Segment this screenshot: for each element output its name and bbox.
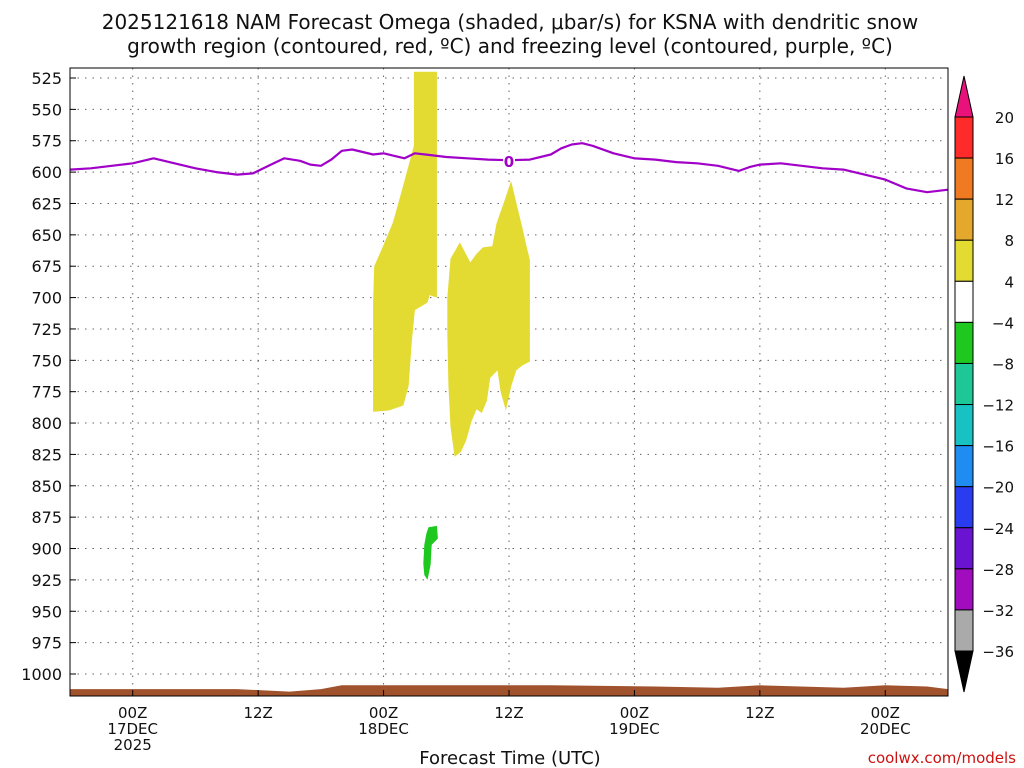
y-tick-label-550: 550 bbox=[31, 100, 62, 119]
colorbar-level-11: −24 bbox=[982, 520, 1014, 538]
y-tick-label-625: 625 bbox=[31, 194, 62, 213]
omega-shading bbox=[373, 71, 530, 580]
chart-title-line-2: growth region (contoured, red, ºC) and f… bbox=[127, 34, 893, 58]
x-tick-label-72-line-2: 20DEC bbox=[860, 720, 911, 738]
colorbar: 20 16 12 8 4 −4 −8 −12 −16 −20 −24 −28 −32 −36 bbox=[954, 75, 1014, 693]
x-tick-label-36-line-1: 12Z bbox=[494, 704, 523, 722]
freezing-level-label-bg bbox=[503, 152, 515, 169]
y-tick-label-825: 825 bbox=[31, 445, 62, 464]
y-tick-label-575: 575 bbox=[31, 132, 62, 151]
y-tick-label-1000: 1000 bbox=[21, 665, 62, 684]
y-tick-label-800: 800 bbox=[31, 414, 62, 433]
colorbar-level-7: −8 bbox=[992, 355, 1014, 373]
colorbar-level-6: −4 bbox=[992, 314, 1014, 332]
x-axis-label: Forecast Time (UTC) bbox=[419, 748, 600, 768]
x-tick-label-0-line-1: 00Z bbox=[118, 704, 147, 722]
colorbar-bin-5 bbox=[954, 280, 974, 323]
y-tick-label-975: 975 bbox=[31, 634, 62, 653]
y-tick-label-750: 750 bbox=[31, 351, 62, 370]
chart-title-line-1: 2025121618 NAM Forecast Omega (shaded, μ… bbox=[102, 10, 919, 34]
colorbar-level-3: 12 bbox=[995, 191, 1014, 209]
colorbar-bin-3 bbox=[954, 198, 974, 241]
y-tick-label-950: 950 bbox=[31, 602, 62, 621]
freezing-level-line bbox=[69, 142, 949, 194]
y-tick-label-700: 700 bbox=[31, 289, 62, 308]
colorbar-bin-4 bbox=[954, 239, 974, 282]
colorbar-level-12: −28 bbox=[982, 561, 1014, 579]
y-tick-label-900: 900 bbox=[31, 540, 62, 559]
y-tick-label-675: 675 bbox=[31, 257, 62, 276]
colorbar-bin-9 bbox=[954, 445, 974, 488]
y-tick-label-600: 600 bbox=[31, 163, 62, 182]
x-tick-label-0-line-2: 17DEC bbox=[107, 720, 158, 738]
chart-title: 2025121618 NAM Forecast Omega (shaded, μ… bbox=[102, 10, 919, 58]
y-axis-ticks: 525 550 575 600 625 650 675 700 725 750 775 800 825 8… bbox=[21, 69, 76, 684]
plot-frame bbox=[69, 67, 949, 697]
y-tick-label-525: 525 bbox=[31, 69, 62, 88]
x-tick-label-48-line-1: 00Z bbox=[620, 704, 649, 722]
colorbar-level-9: −16 bbox=[982, 438, 1014, 456]
y-tick-label-925: 925 bbox=[31, 571, 62, 590]
x-tick-label-72-line-1: 00Z bbox=[871, 704, 900, 722]
y-tick-label-850: 850 bbox=[31, 477, 62, 496]
colorbar-bin-11 bbox=[954, 527, 974, 570]
colorbar-level-2: 16 bbox=[995, 150, 1014, 168]
freezing-level-layer: 0 bbox=[69, 142, 949, 194]
omega-region-1 bbox=[373, 71, 437, 412]
colorbar-level-5: 4 bbox=[1004, 273, 1014, 291]
colorbar-bin-8 bbox=[954, 404, 974, 447]
y-tick-label-650: 650 bbox=[31, 226, 62, 245]
x-tick-label-24-line-2: 18DEC bbox=[358, 720, 409, 738]
colorbar-bin-10 bbox=[954, 486, 974, 529]
credit-text: coolwx.com/models bbox=[868, 749, 1016, 767]
y-tick-label-775: 775 bbox=[31, 383, 62, 402]
colorbar-bin-7 bbox=[954, 362, 974, 406]
x-tick-label-0-line-3: 2025 bbox=[114, 736, 152, 754]
freezing-level-label: 0 bbox=[504, 153, 514, 171]
colorbar-level-14: −36 bbox=[982, 643, 1014, 661]
x-tick-label-60-line-1: 12Z bbox=[745, 704, 774, 722]
omega-region-3 bbox=[423, 525, 438, 580]
colorbar-level-13: −32 bbox=[982, 602, 1014, 620]
colorbar-level-1: 20 bbox=[995, 109, 1014, 127]
colorbar-bottom-arrow bbox=[954, 650, 974, 693]
colorbar-bin-12 bbox=[954, 568, 974, 611]
y-tick-label-875: 875 bbox=[31, 508, 62, 527]
colorbar-bin-1 bbox=[954, 116, 974, 159]
colorbar-level-10: −20 bbox=[982, 479, 1014, 497]
colorbar-bin-13 bbox=[954, 609, 974, 652]
colorbar-bin-6 bbox=[954, 321, 974, 364]
x-tick-label-24-line-1: 00Z bbox=[369, 704, 398, 722]
y-tick-label-725: 725 bbox=[31, 320, 62, 339]
colorbar-level-4: 8 bbox=[1004, 232, 1014, 250]
colorbar-bin-2 bbox=[954, 157, 974, 200]
x-tick-label-12-line-1: 12Z bbox=[243, 704, 272, 722]
colorbar-level-8: −12 bbox=[982, 397, 1014, 415]
colorbar-top-arrow bbox=[954, 75, 974, 118]
x-tick-label-48-line-2: 19DEC bbox=[609, 720, 660, 738]
omega-region-2 bbox=[447, 180, 530, 457]
